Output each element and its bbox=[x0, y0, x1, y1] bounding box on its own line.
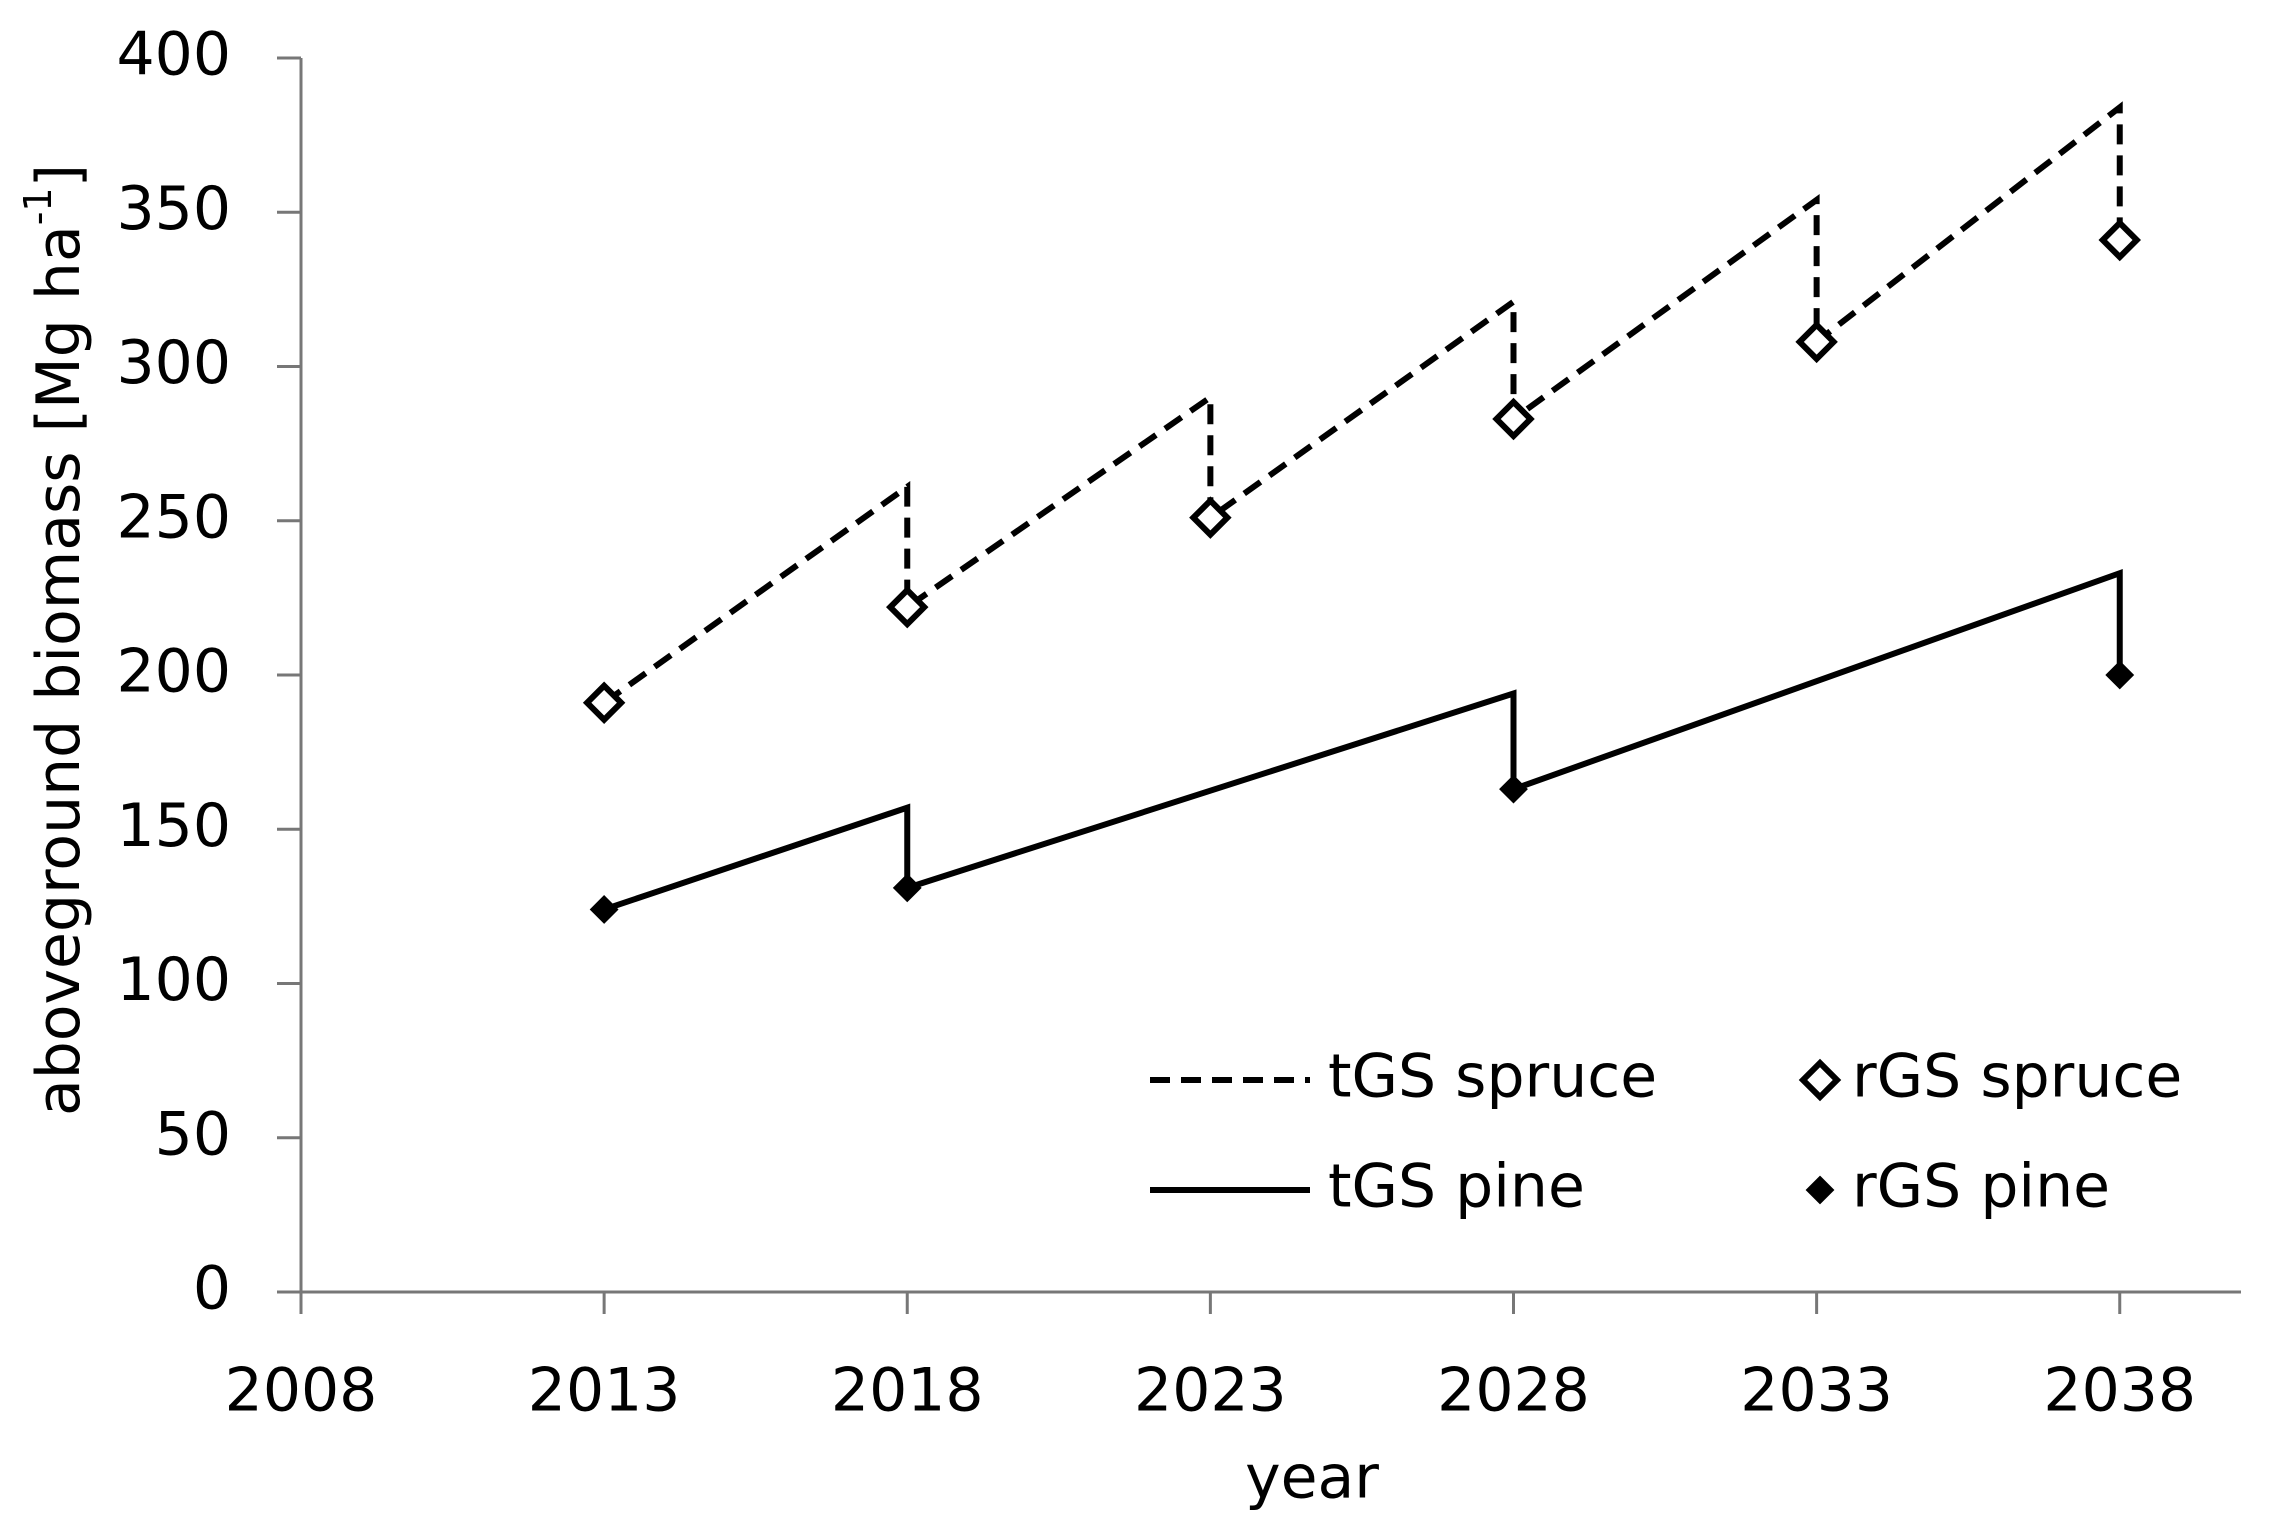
marker bbox=[589, 895, 619, 924]
legend-label: rGS pine bbox=[1852, 1152, 2110, 1222]
x-tick-label: 2033 bbox=[1740, 1356, 1893, 1426]
y-axis-label-text: aboveground biomass [Mg ha bbox=[24, 225, 94, 1116]
legend-swatch bbox=[1805, 1175, 1835, 1205]
y-tick-label: 300 bbox=[116, 328, 231, 398]
x-tick-label: 2028 bbox=[1437, 1356, 1590, 1426]
legend-label: rGS spruce bbox=[1852, 1042, 2182, 1112]
y-tick-label: 150 bbox=[116, 791, 231, 861]
marker bbox=[886, 585, 929, 629]
x-tick-label: 2038 bbox=[2043, 1356, 2196, 1426]
marker bbox=[892, 873, 922, 903]
marker bbox=[1189, 496, 1232, 539]
y-tick-label: 0 bbox=[193, 1254, 231, 1324]
y-tick-label: 250 bbox=[116, 482, 231, 552]
x-tick-label: 2018 bbox=[831, 1356, 984, 1426]
legend-swatch bbox=[1798, 1058, 1842, 1102]
legend-label: tGS spruce bbox=[1328, 1042, 1657, 1112]
y-tick-label: 400 bbox=[116, 20, 231, 90]
marker bbox=[1795, 320, 1838, 364]
y-axis-label-suffix: ] bbox=[24, 164, 94, 187]
y-tick-label: 350 bbox=[116, 174, 231, 244]
marker bbox=[1492, 397, 1535, 441]
marker bbox=[2098, 218, 2141, 262]
marker bbox=[1499, 774, 1528, 804]
y-axis-label: aboveground biomass [Mg ha-1] bbox=[16, 164, 94, 1116]
x-tick-label: 2023 bbox=[1134, 1356, 1287, 1426]
legend-label: tGS pine bbox=[1328, 1152, 1585, 1222]
marker bbox=[2105, 660, 2135, 690]
y-tick-label: 200 bbox=[116, 637, 231, 707]
y-tick-label: 100 bbox=[116, 945, 231, 1015]
x-axis-label: year bbox=[1245, 1443, 1379, 1513]
y-axis-label-sup: -1 bbox=[16, 187, 60, 225]
y-tick-label: 50 bbox=[155, 1099, 231, 1169]
series-line bbox=[602, 101, 2123, 706]
series-line bbox=[603, 568, 2123, 913]
x-tick-label: 2008 bbox=[225, 1356, 378, 1426]
x-tick-label: 2013 bbox=[528, 1356, 681, 1426]
marker bbox=[582, 681, 626, 725]
